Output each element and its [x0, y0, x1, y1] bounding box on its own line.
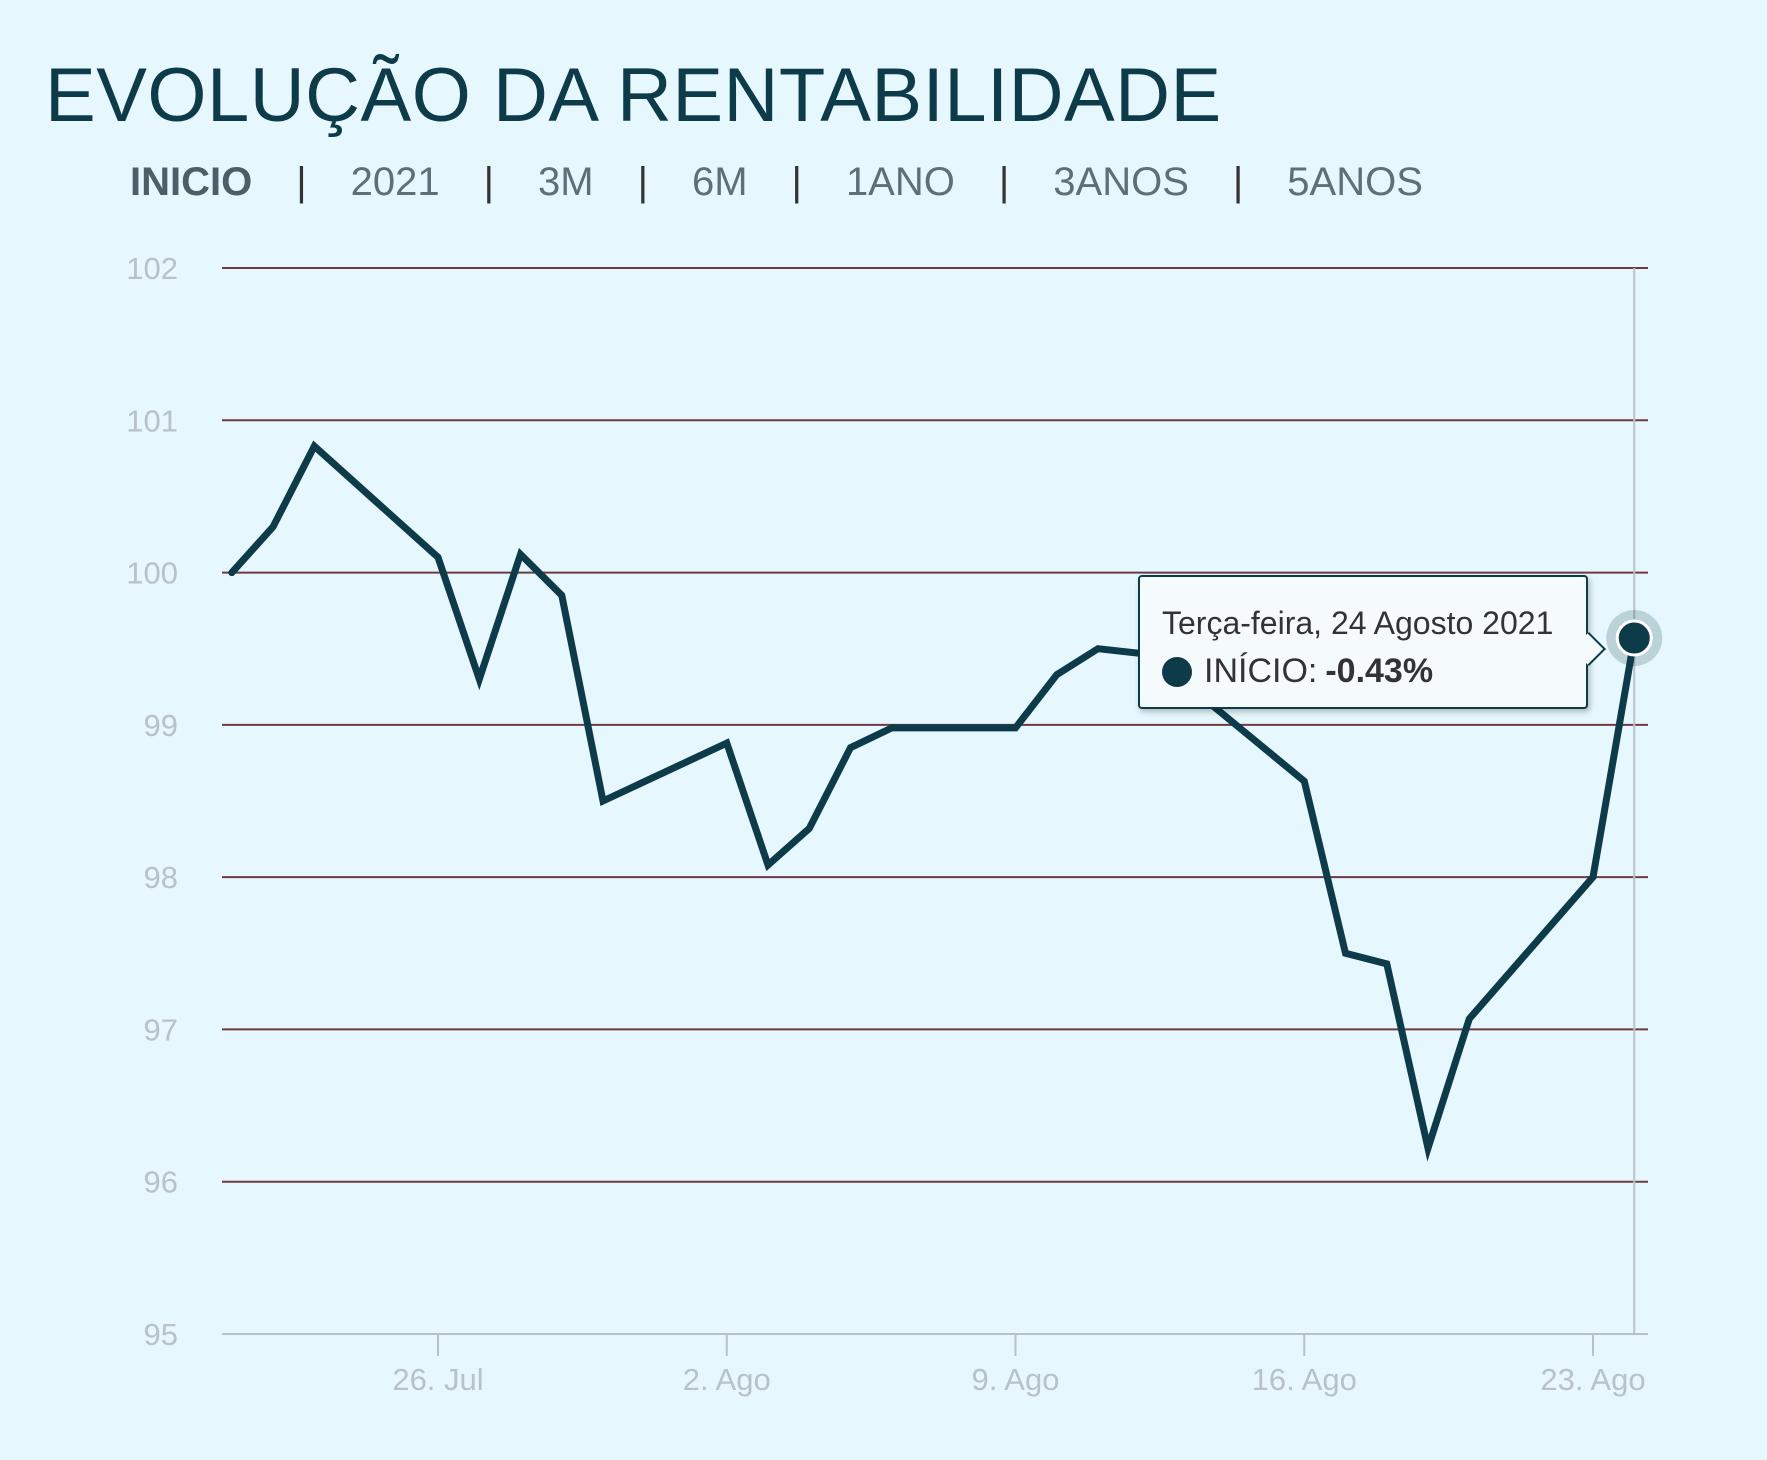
data-point[interactable]: [1459, 1009, 1479, 1029]
data-point[interactable]: [1583, 867, 1603, 887]
data-point[interactable]: [593, 791, 613, 811]
tab-separator: |: [791, 160, 802, 204]
data-point[interactable]: [882, 718, 902, 738]
data-point[interactable]: [263, 517, 283, 537]
y-tick-label: 95: [144, 1317, 178, 1352]
data-point[interactable]: [1088, 639, 1108, 659]
x-tick-label: 16. Ago: [1252, 1362, 1357, 1397]
data-point[interactable]: [552, 585, 572, 605]
y-tick-label: 97: [144, 1012, 178, 1047]
series-dot-icon: [1162, 656, 1192, 687]
data-point[interactable]: [1047, 665, 1067, 685]
data-point[interactable]: [428, 547, 448, 567]
data-point[interactable]: [1336, 943, 1356, 963]
tab-5anos[interactable]: 5ANOS: [1287, 160, 1423, 204]
tab-6m[interactable]: 6M: [691, 160, 748, 204]
series-line[interactable]: [228, 440, 1638, 1162]
y-tick-label: 101: [126, 403, 178, 438]
data-point[interactable]: [717, 733, 737, 753]
tooltip-value: -0.43%: [1325, 652, 1434, 690]
range-tabs: INICIO | 2021 | 3M | 6M | 1ANO | 3ANOS |…: [130, 160, 1423, 205]
x-tick-label: 9. Ago: [972, 1362, 1060, 1397]
y-tick-label: 100: [126, 556, 178, 591]
y-tick-label: 102: [126, 251, 178, 286]
tab-separator: |: [998, 160, 1010, 204]
tooltip-date: Terça-feira, 24 Agosto 2021: [1162, 605, 1554, 641]
tab-separator: |: [637, 160, 648, 204]
tab-2021[interactable]: 2021: [350, 160, 440, 204]
x-tick-label: 23. Ago: [1540, 1362, 1645, 1397]
tab-separator: |: [1232, 160, 1244, 204]
data-point[interactable]: [222, 563, 242, 583]
data-point[interactable]: [758, 855, 778, 875]
x-tick-label: 26. Jul: [392, 1362, 483, 1397]
tab-separator: |: [296, 160, 307, 204]
tab-inicio[interactable]: INICIO: [130, 160, 253, 204]
y-tick-label: 98: [144, 860, 178, 895]
tooltip-row: INÍCIO: -0.43%: [1162, 652, 1566, 691]
tab-3anos[interactable]: 3ANOS: [1053, 160, 1189, 204]
y-tick-label: 99: [144, 708, 178, 743]
data-point[interactable]: [799, 818, 819, 838]
data-point[interactable]: [304, 436, 324, 456]
data-point[interactable]: [1006, 718, 1026, 738]
y-tick-label: 96: [144, 1165, 178, 1200]
chart-title: EVOLUÇÃO DA RENTABILIDADE: [45, 53, 1222, 138]
tab-1ano[interactable]: 1ANO: [845, 160, 955, 204]
tab-3m[interactable]: 3M: [538, 160, 594, 204]
data-point[interactable]: [1294, 771, 1314, 791]
data-point[interactable]: [1377, 954, 1397, 974]
x-tick-label: 2. Ago: [683, 1362, 771, 1397]
data-point[interactable]: [841, 738, 861, 758]
data-point[interactable]: [1418, 1138, 1438, 1158]
highlight-point[interactable]: [1615, 619, 1653, 657]
chart-tooltip: Terça-feira, 24 Agosto 2021 INÍCIO: -0.4…: [1138, 575, 1588, 709]
data-point[interactable]: [511, 544, 531, 564]
tooltip-series: INÍCIO:: [1204, 652, 1318, 690]
data-point[interactable]: [469, 669, 489, 689]
tab-separator: |: [483, 160, 494, 204]
